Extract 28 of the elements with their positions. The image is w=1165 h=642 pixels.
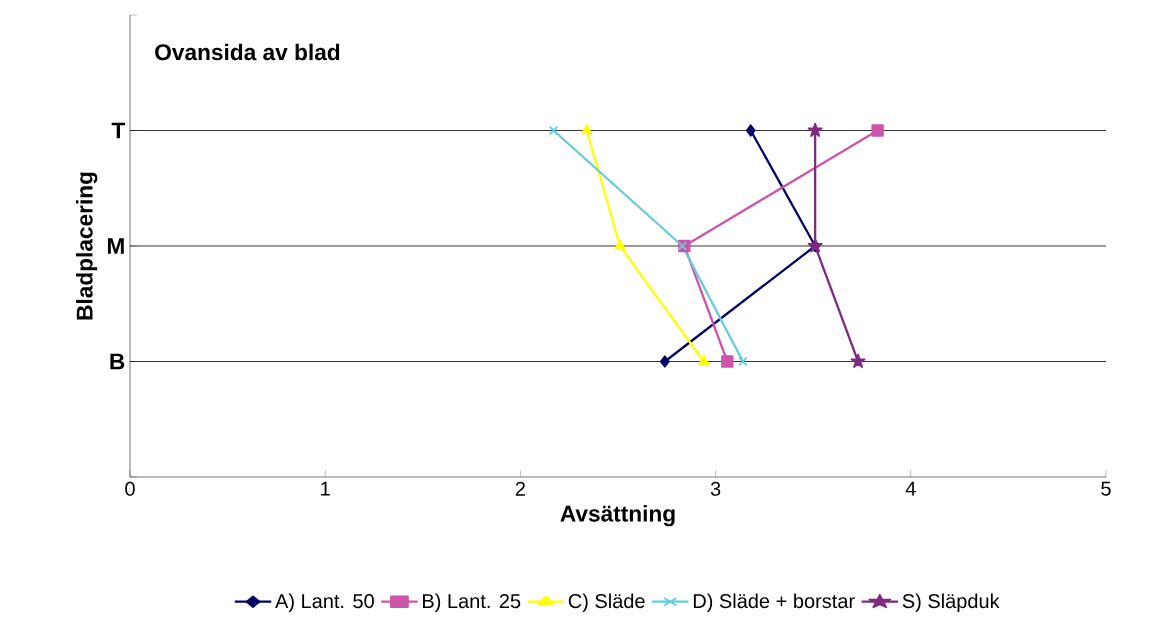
- point: [581, 124, 593, 135]
- point: [548, 125, 559, 136]
- point: [871, 124, 884, 137]
- point: [745, 124, 756, 137]
- y-tick-label: B: [110, 353, 125, 370]
- y-tick-label: T: [111, 122, 126, 139]
- point: [614, 239, 626, 250]
- point: [698, 355, 710, 366]
- legend-label: B) Lant. 25: [423, 593, 521, 613]
- x-tick-label: 4: [905, 481, 916, 496]
- point: [721, 355, 734, 368]
- point: [659, 355, 670, 368]
- point: [738, 356, 748, 367]
- x-tick-label: 2: [515, 481, 525, 496]
- x-tick-label: 0: [125, 481, 135, 496]
- legend-label: A) Lant. 50: [275, 593, 374, 613]
- legend-label: C) Släde: [568, 593, 645, 613]
- point: [807, 122, 823, 137]
- legend-label: D) Släde + borstar: [693, 593, 855, 613]
- x-axis-title: Avsättning: [560, 505, 675, 527]
- y-axis-title: Bladplacering: [76, 172, 98, 320]
- point: [850, 353, 866, 368]
- x-tick-label: 1: [321, 481, 330, 496]
- legend-label: S) Släpduk: [902, 593, 1000, 613]
- x-tick-label: 5: [1101, 481, 1111, 496]
- x-tick-label: 3: [710, 481, 721, 496]
- y-tick-label: M: [107, 238, 124, 254]
- text: Ovansida av blad: [155, 43, 340, 61]
